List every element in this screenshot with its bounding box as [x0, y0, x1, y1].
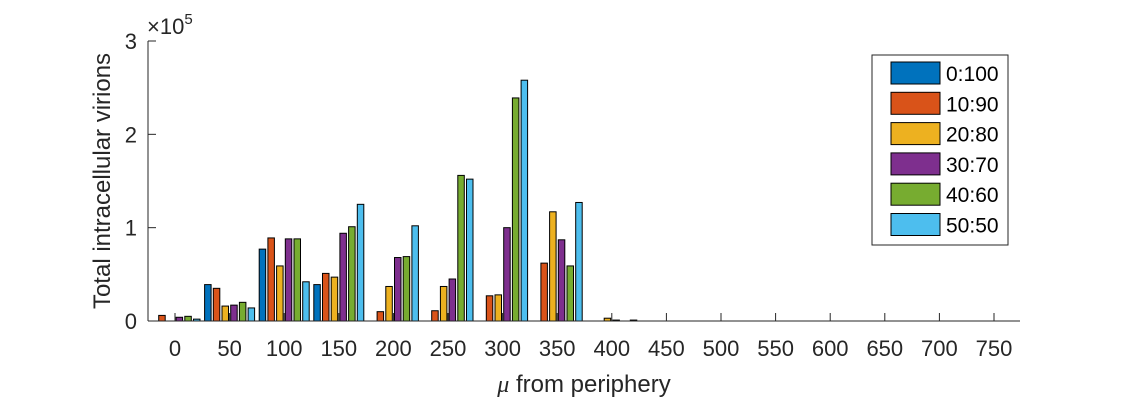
legend-swatch-20-80 — [890, 122, 941, 146]
bar-10-90-at-300 — [485, 295, 494, 322]
x-tick-label-600: 600 — [812, 336, 849, 361]
y-tick-label-2: 2 — [125, 122, 137, 147]
legend-label-30-70: 30:70 — [946, 154, 999, 177]
bar-30-70-at-350 — [557, 239, 566, 322]
y-tick-label-1: 1 — [125, 216, 137, 241]
legend-swatch-40-60 — [890, 182, 941, 206]
axes-group — [147, 41, 1020, 322]
x-ticks-group: 0 50 100 150 200 250 300 350 400 450 500 550 600 650 7… — [169, 313, 1012, 361]
x-tick-label-700: 700 — [921, 336, 958, 361]
x-tick-label-500: 500 — [703, 336, 740, 361]
bar-10-90-at-50 — [212, 287, 221, 322]
y-ticks-group: 0 1 2 3 — [125, 29, 156, 334]
x-tick-label-550: 550 — [757, 336, 794, 361]
x-tick-label-450: 450 — [648, 336, 685, 361]
bar-30-70-at-100 — [284, 238, 293, 322]
bar-10-90-at-100 — [267, 237, 275, 322]
bar-30-70-at-0 — [175, 316, 184, 322]
bar-40-60-at-100 — [293, 238, 301, 322]
bar-50-50-at-300 — [520, 79, 529, 322]
bar-40-60-at-250 — [457, 174, 465, 322]
bar-30-70-at-200 — [394, 257, 402, 322]
legend: 0:100 10:90 20:80 30:70 40:60 50:50 — [871, 54, 1009, 246]
x-tick-label-300: 300 — [484, 336, 521, 361]
bar-10-90-at-350 — [540, 262, 548, 322]
x-tick-label-350: 350 — [539, 336, 576, 361]
bar-10-90-at-150 — [322, 272, 330, 322]
bar-30-70-at-50 — [230, 304, 238, 322]
bar-10-90-at-250 — [431, 310, 439, 322]
x-tick-label-0: 0 — [169, 336, 181, 361]
legend-label-40-60: 40:60 — [946, 184, 999, 207]
x-tick-label-150: 150 — [320, 336, 357, 361]
bar-50-50-at-100 — [302, 281, 310, 322]
legend-label-20-80: 20:80 — [946, 124, 999, 147]
bar-20-80-at-50 — [221, 305, 229, 322]
bar-50-50-at-150 — [356, 203, 365, 322]
bar-40-60-at-0 — [184, 315, 192, 322]
bar-30-70-at-150 — [339, 232, 347, 322]
legend-label-0-100: 0:100 — [946, 63, 999, 86]
bar-40-60-at-50 — [238, 301, 247, 322]
bar-50-50-at-200 — [411, 225, 419, 322]
bar-0-100-at-100 — [258, 248, 267, 322]
legend-label-50-50: 50:50 — [946, 215, 999, 238]
x-tick-label-250: 250 — [430, 336, 467, 361]
x-tick-label-400: 400 — [593, 336, 630, 361]
x-tick-label-200: 200 — [375, 336, 412, 361]
legend-swatch-50-50 — [890, 213, 941, 236]
bar-20-80-at-100 — [276, 265, 284, 322]
bar-40-60-at-200 — [402, 256, 411, 322]
bar-10-90-at-200 — [376, 311, 385, 322]
y-exponent-label: ×105 — [147, 11, 193, 39]
bar-20-80-at-300 — [494, 294, 502, 322]
y-tick-label-0: 0 — [125, 309, 137, 334]
bar-20-80-at-200 — [385, 285, 393, 322]
legend-swatch-10-90 — [890, 91, 941, 115]
bar-40-60-at-350 — [566, 265, 574, 322]
bar-50-50-at-250 — [466, 178, 474, 322]
bar-40-60-at-300 — [511, 97, 520, 322]
x-tick-label-750: 750 — [976, 336, 1013, 361]
x-axis-label: μ from periphery — [496, 371, 670, 398]
x-tick-label-650: 650 — [866, 336, 903, 361]
legend-label-10-90: 10:90 — [946, 93, 999, 116]
y-axis-label: Total intracellular virions — [89, 53, 116, 309]
legend-swatch-30-70 — [890, 152, 941, 176]
bar-20-80-at-250 — [439, 285, 448, 322]
bar-20-80-at-150 — [330, 276, 339, 322]
bar-30-70-at-300 — [503, 227, 511, 322]
bar-0-100-at-50 — [204, 284, 212, 322]
x-tick-label-50: 50 — [217, 336, 241, 361]
bar-0-100-at-150 — [313, 284, 321, 322]
bar-30-70-at-250 — [448, 278, 457, 322]
bar-50-50-at-50 — [247, 307, 256, 322]
bar-10-90-at-0 — [158, 314, 166, 322]
bar-40-60-at-150 — [348, 226, 356, 322]
bar-20-80-at-350 — [549, 211, 557, 322]
bar-50-50-at-350 — [575, 201, 583, 322]
bars-group — [158, 79, 638, 322]
y-tick-label-3: 3 — [125, 29, 137, 54]
x-tick-label-100: 100 — [266, 336, 303, 361]
legend-swatch-0-100 — [890, 61, 941, 85]
